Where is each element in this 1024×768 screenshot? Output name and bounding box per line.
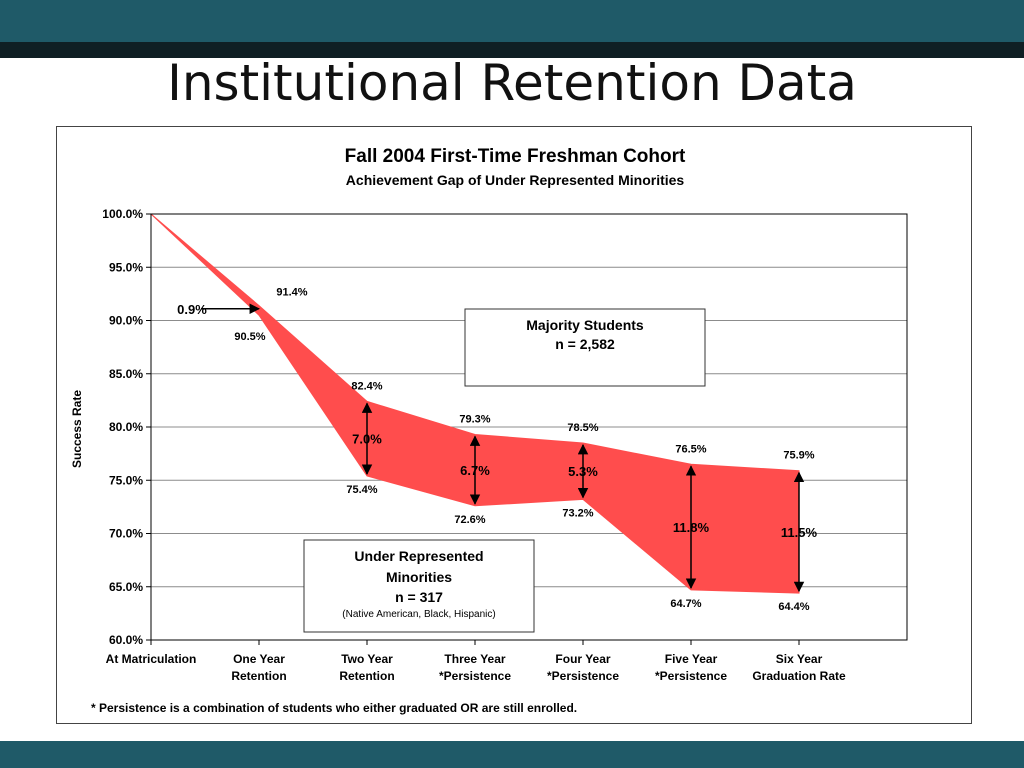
x-tick-label: *Persistence	[547, 669, 619, 683]
data-label: 75.9%	[783, 450, 814, 462]
legend-urm: Under Represented Minorities n = 317 (Na…	[303, 539, 535, 633]
legend-majority: Majority Students n = 2,582	[464, 308, 706, 387]
x-tick-label: One Year	[233, 652, 285, 666]
x-tick-label: *Persistence	[439, 669, 511, 683]
x-tick-labels: At Matriculation One Year Retention Two Yea…	[106, 652, 846, 683]
legend-urm-line2: Minorities	[386, 569, 452, 585]
y-tick-labels: 60.0% 65.0% 70.0% 75.0% 80.0% 85.0% 90.0% 95.0%…	[102, 207, 143, 647]
chart-frame: Fall 2004 First-Time Freshman Cohort Ach…	[56, 126, 972, 724]
achievement-gap-area	[150, 213, 800, 594]
plot-border	[150, 213, 908, 641]
data-label: 90.5%	[234, 331, 265, 343]
x-tick-label: Three Year	[444, 652, 505, 666]
gap-label: 5.3%	[568, 464, 598, 479]
y-tick-label: 90.0%	[109, 314, 143, 328]
legend-urm-groups: (Native American, Black, Hispanic)	[342, 609, 495, 620]
x-tick-label: Five Year	[665, 652, 718, 666]
y-tick-label: 70.0%	[109, 527, 143, 541]
slide-title: Institutional Retention Data	[167, 54, 857, 112]
gap-label: 11.8%	[673, 520, 710, 535]
legend-majority-name: Majority Students	[526, 317, 644, 333]
data-label: 82.4%	[351, 380, 382, 392]
x-tick-label: Retention	[339, 669, 394, 683]
y-tick-label: 80.0%	[109, 420, 143, 434]
x-tick-label: Graduation Rate	[752, 669, 846, 683]
data-label: 64.4%	[778, 601, 809, 613]
x-tick-label: *Persistence	[655, 669, 727, 683]
legend-urm-count: n = 317	[395, 589, 443, 605]
chart-title: Fall 2004 First-Time Freshman Cohort	[345, 146, 686, 167]
legend-majority-count: n = 2,582	[555, 336, 615, 352]
data-label: 64.7%	[670, 598, 701, 610]
x-tick-label: Retention	[231, 669, 286, 683]
data-label: 75.4%	[346, 484, 377, 496]
footnote: * Persistence is a combination of studen…	[91, 701, 577, 715]
legend-urm-line1: Under Represented	[354, 548, 483, 564]
x-tick-label: Two Year	[341, 652, 393, 666]
y-tick-label: 95.0%	[109, 260, 143, 274]
data-label: 76.5%	[675, 443, 706, 455]
top-rule	[0, 42, 1024, 58]
retention-chart: Fall 2004 First-Time Freshman Cohort Ach…	[70, 146, 908, 715]
chart-subtitle: Achievement Gap of Under Represented Min…	[346, 172, 685, 188]
y-tick-label: 65.0%	[109, 580, 143, 594]
gap-label: 7.0%	[352, 432, 382, 447]
y-tick-label: 85.0%	[109, 367, 143, 381]
x-tick-label: Six Year	[776, 652, 823, 666]
bottom-band	[0, 741, 1024, 768]
data-label: 91.4%	[276, 287, 307, 299]
y-tick-label: 75.0%	[109, 473, 143, 487]
top-band	[0, 0, 1024, 42]
gap-arrows	[201, 303, 805, 593]
data-label: 79.3%	[459, 413, 490, 425]
y-tick-label: 60.0%	[109, 633, 143, 647]
data-label: 78.5%	[567, 422, 598, 434]
data-labels: 91.4% 90.5% 82.4% 75.4% 79.3% 72.6% 78.5% 73.2%…	[177, 287, 817, 614]
data-label: 72.6%	[454, 514, 485, 526]
gap-label: 6.7%	[460, 463, 490, 478]
x-tick-label: Four Year	[555, 652, 610, 666]
y-tick-label: 100.0%	[102, 207, 143, 221]
y-axis-label: Success Rate	[70, 390, 84, 468]
gap-label: 0.9%	[177, 302, 207, 317]
data-label: 73.2%	[562, 507, 593, 519]
x-tick-label: At Matriculation	[106, 652, 197, 666]
gap-label: 11.5%	[781, 525, 818, 540]
